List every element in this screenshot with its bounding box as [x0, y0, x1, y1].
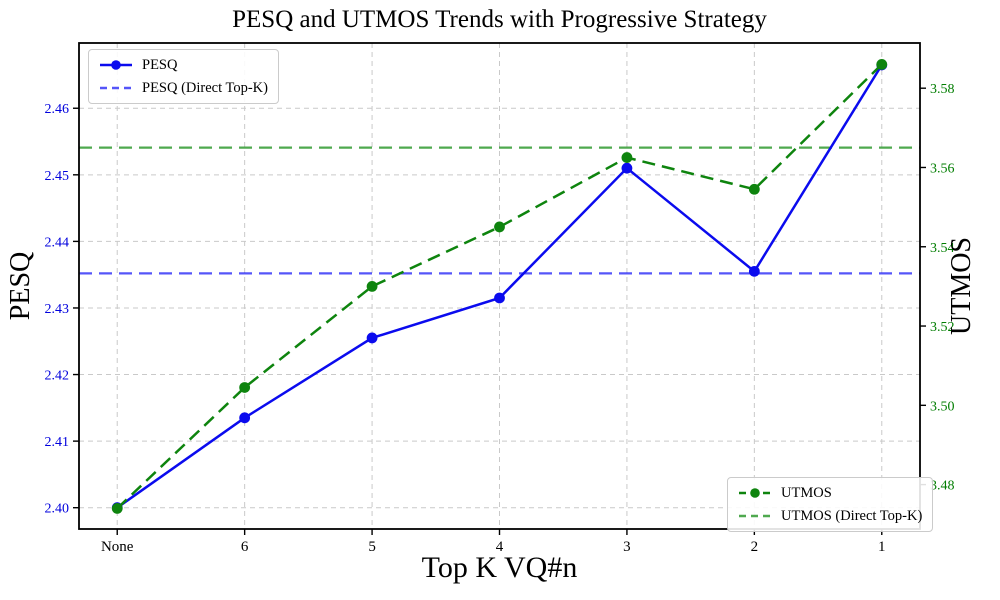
data-point-utmos-1: [876, 59, 888, 70]
y-tick-label-left: 2.43: [45, 302, 70, 317]
legend-label-utmos-direct: UTMOS (Direct Top-K): [781, 508, 923, 524]
legend-label-utmos: UTMOS: [781, 485, 832, 501]
data-point-utmos-none: [111, 502, 123, 514]
x-tick-label: 1: [878, 539, 886, 555]
y-tick-label-right: 3.58: [930, 82, 955, 97]
x-tick-label: 2: [751, 539, 759, 555]
y-axis-label-right: UTMOS: [946, 236, 977, 336]
data-point-utmos-4: [494, 221, 505, 233]
data-point-utmos-6: [239, 382, 251, 393]
legend-swatch-utmos: [739, 488, 771, 498]
data-point-pesq-4: [494, 292, 505, 304]
legend-utmos: UTMOS UTMOS (Direct Top-K): [727, 477, 934, 532]
data-point-pesq-6: [239, 412, 251, 424]
data-point-pesq-5: [366, 332, 378, 344]
legend-entry-pesq: PESQ: [99, 55, 268, 75]
data-point-utmos-3: [621, 152, 633, 163]
y-tick-label-left: 2.44: [45, 235, 70, 250]
legend-swatch-pesq-direct: [100, 86, 132, 90]
legend-label-pesq: PESQ: [142, 57, 178, 73]
legend-entry-pesq-direct: PESQ (Direct Top-K): [99, 78, 268, 98]
x-tick-label: 4: [496, 539, 504, 555]
data-point-utmos-5: [366, 280, 378, 292]
y-tick-label-left: 2.45: [45, 169, 70, 184]
y-tick-label-right: 3.54: [930, 241, 955, 256]
y-tick-label-right: 3.50: [930, 399, 955, 414]
y-tick-label-right: 3.56: [930, 161, 955, 176]
data-point-pesq-2: [748, 265, 760, 277]
y-tick-label-left: 2.46: [45, 102, 70, 117]
x-tick-label: 5: [368, 539, 376, 555]
y-tick-label-left: 2.41: [45, 435, 70, 450]
y-tick-label-right: 3.52: [930, 320, 955, 335]
y-tick-label-left: 2.40: [45, 502, 70, 517]
x-axis-label: Top K VQ#n: [421, 551, 578, 584]
x-tick-label: None: [101, 539, 134, 555]
y-axis-label-left: PESQ: [5, 251, 36, 321]
x-tick-label: 6: [241, 539, 249, 555]
x-tick-label: 3: [623, 539, 631, 555]
y-tick-label-right: 3.48: [930, 479, 955, 494]
legend-label-pesq-direct: PESQ (Direct Top-K): [142, 80, 268, 96]
data-point-pesq-3: [621, 162, 633, 174]
legend-entry-utmos: UTMOS: [738, 483, 922, 503]
data-point-utmos-2: [748, 183, 760, 195]
y-tick-label-left: 2.42: [45, 369, 70, 384]
legend-swatch-pesq: [100, 60, 132, 70]
chart-title: PESQ and UTMOS Trends with Progressive S…: [232, 6, 767, 33]
legend-pesq: PESQ PESQ (Direct Top-K): [88, 49, 279, 104]
legend-entry-utmos-direct: UTMOS (Direct Top-K): [738, 506, 922, 526]
legend-swatch-utmos-direct: [739, 514, 771, 518]
